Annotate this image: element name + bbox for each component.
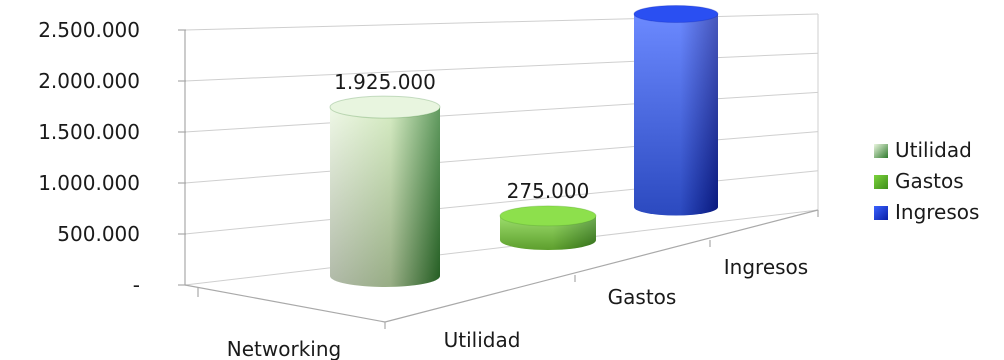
legend-item-ingresos: Ingresos (874, 200, 979, 224)
legend-item-utilidad: Utilidad (874, 138, 972, 162)
y-tick-label: 2.500.000 (38, 18, 140, 42)
legend-label: Utilidad (895, 138, 972, 162)
labels: - 500.000 1.000.000 1.500.000 2.000.000 2.500… (38, 0, 808, 360)
legend-item-gastos: Gastos (874, 169, 964, 193)
bars (329, 5, 719, 287)
floor-front-edge (384, 209, 819, 323)
bar-top (633, 5, 719, 24)
x-tick-label-gastos: Gastos (608, 285, 677, 309)
gridline (184, 13, 819, 31)
bar-shade (330, 107, 440, 287)
legend-swatch (874, 175, 888, 189)
x-tick-label-ingresos: Ingresos (724, 255, 808, 279)
legend: Utilidad Gastos Ingresos (874, 138, 979, 224)
y-tick-label: 1.500.000 (38, 120, 140, 144)
bar-ingresos (633, 5, 719, 216)
depth-axis-label: Networking (227, 337, 341, 360)
legend-swatch (874, 144, 888, 158)
bar-top (329, 95, 441, 119)
gridlines (184, 13, 819, 286)
bar-top (499, 205, 597, 227)
y-tick-label: - (133, 273, 140, 297)
bar-gastos (499, 205, 597, 250)
y-tick-label: 1.000.000 (38, 171, 140, 195)
gridline (184, 91, 819, 133)
y-tick-label: 500.000 (57, 222, 140, 246)
data-label-utilidad: 1.925.000 (334, 70, 436, 94)
axes (178, 14, 819, 329)
gridline (184, 131, 819, 184)
floor-left-edge (184, 284, 386, 323)
x-tick-label-utilidad: Utilidad (444, 328, 521, 352)
gridline (184, 52, 819, 82)
legend-swatch (874, 206, 888, 220)
bar-shade (634, 14, 718, 216)
legend-label: Ingresos (895, 200, 979, 224)
data-label-gastos: 275.000 (507, 179, 590, 203)
y-tick-label: 2.000.000 (38, 69, 140, 93)
gridline (184, 209, 819, 286)
legend-label: Gastos (895, 169, 964, 193)
bar-utilidad (329, 95, 441, 287)
data-label-ingresos: 2.200.000 (625, 0, 727, 1)
